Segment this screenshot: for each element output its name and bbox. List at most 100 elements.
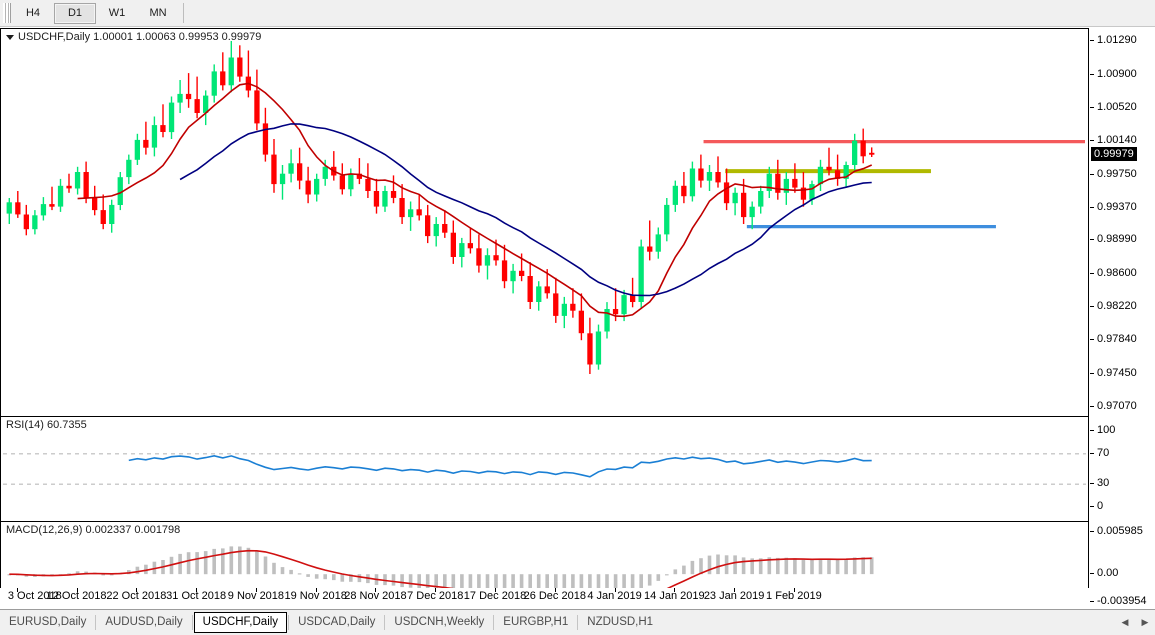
candle-body [638,246,644,302]
macd-histogram-bar [699,558,703,575]
time-scale-label: 19 Nov 2018 [284,590,347,602]
candle-body [758,191,764,207]
macd-scale-tick [1090,601,1094,602]
time-scale-tick [196,588,198,592]
chart-tab-eurusd-daily[interactable]: EURUSD,Daily [9,616,87,628]
macd-histogram-bar [178,553,182,575]
macd-histogram-bar [519,574,524,598]
candle-body [630,295,636,302]
macd-histogram-bar [417,574,421,589]
candle-body [706,172,713,181]
macd-histogram-bar [221,548,225,575]
chart-tab-bar: EURUSD,Daily AUDUSD,Daily USDCHF,Daily USDC… [0,609,1155,635]
time-scale-label: 12 Oct 2018 [46,590,107,602]
candle-body [741,192,747,218]
chart-tab-eurgbp-h1[interactable]: EURGBP,H1 [503,616,569,628]
rsi-indicator-pane[interactable]: RSI(14) 60.7355 [1,416,1088,520]
candle-body [501,260,508,282]
time-scale-label: 3 Oct 2018 [7,590,62,602]
candle-body [826,166,832,171]
toolbar-drag-handle[interactable] [3,3,11,23]
candle-body [493,255,499,261]
chart-frame[interactable]: USDCHF,Daily 1.00001 1.00063 0.99953 0.9… [0,28,1089,608]
macd-scale-label: 0.005985 [1097,525,1143,537]
timeframe-button-h4[interactable]: H4 [25,6,41,19]
candle-body [519,270,525,276]
macd-histogram-bar [758,558,763,575]
candle-body [860,140,866,157]
chart-tab-audusd-daily[interactable]: AUDUSD,Daily [105,616,183,628]
candle-body [425,215,431,237]
candle-body [681,185,687,197]
candle-body [749,206,755,218]
chart-tab-nzdusd-h1[interactable]: NZDUSD,H1 [587,616,654,628]
macd-histogram-bar [186,552,191,575]
macd-indicator-pane[interactable]: MACD(12,26,9) 0.002337 0.001798 [1,521,1088,608]
chart-tab-usdcad-daily[interactable]: USDCAD,Daily [298,616,376,628]
candle-body [365,178,371,191]
candle-body [595,331,602,365]
candle-body [211,71,217,96]
time-scale-tick [375,588,377,592]
tab-scroll-right-icon[interactable]: ▶ [1141,617,1149,627]
candle-body [83,172,89,198]
candle-body [262,123,269,155]
timeframe-button-d1[interactable]: D1 [54,2,96,24]
price-scale-label: 0.99370 [1097,200,1137,213]
price-scale-tick [1090,339,1094,341]
macd-histogram-bar [460,574,464,594]
price-scale-label: 0.97840 [1097,333,1137,346]
candle-body [117,177,123,205]
candle-body [356,173,362,179]
price-scale-label: 0.98600 [1097,267,1137,280]
current-price-badge: 0.99979 [1091,146,1137,161]
price-scale-tick [1090,73,1094,75]
price-scale-axis[interactable]: 1.01290 1.00900 1.00520 1.00140 0.99750 0.993… [1090,28,1155,608]
macd-histogram-bar [477,574,481,596]
timeframe-button-mn[interactable]: MN [149,6,167,19]
price-candlestick-svg [6,41,1085,374]
candle-body [23,214,29,230]
macd-histogram-bar [545,574,549,599]
macd-histogram-bar [810,560,814,575]
candle-body [647,246,653,252]
chart-tab-usdchf-daily[interactable]: USDCHF,Daily [193,612,288,633]
candle-body [382,191,388,207]
candle-body [621,295,627,315]
macd-histogram-bar [340,574,345,582]
macd-histogram [7,546,874,605]
macd-histogram-bar [536,574,541,599]
macd-histogram-bar [289,569,293,575]
candle-body [655,234,661,252]
rsi-scale-label: 70 [1097,446,1110,459]
macd-histogram-bar [229,546,234,575]
time-scale-label: 23 Jan 2019 [703,590,765,602]
candle-body [544,286,550,294]
macd-histogram-bar [571,574,575,601]
candle-body [348,173,354,190]
price-chart-pane[interactable]: USDCHF,Daily 1.00001 1.00063 0.99953 0.9… [1,29,1088,414]
candle-body [100,210,106,224]
timeframe-button-w1[interactable]: W1 [108,6,126,19]
macd-histogram-bar [306,574,310,577]
price-scale-label: 0.99750 [1097,167,1137,180]
candle-body [698,168,704,181]
candle-body [604,309,610,332]
macd-histogram-bar [502,574,507,597]
macd-histogram-bar [784,557,789,575]
chart-tab-usdcnh-weekly[interactable]: USDCNH,Weekly [394,616,485,628]
time-scale-axis[interactable]: 3 Oct 2018 12 Oct 2018 22 Oct 2018 31 Oct 2… [0,588,1089,608]
macd-histogram-bar [425,574,430,591]
candle-body [109,204,115,224]
candle-body [476,248,482,266]
macd-histogram-bar [101,574,105,576]
tab-scroll-left-icon[interactable]: ◀ [1121,617,1129,627]
chevron-down-icon[interactable] [6,35,14,40]
price-scale-tick [1090,173,1094,175]
price-scale-label: 0.98990 [1097,233,1137,246]
time-scale-label: 14 Jan 2019 [644,590,705,602]
macd-histogram-bar [733,555,737,575]
macd-histogram-bar [383,574,387,586]
candle-body [869,152,875,155]
candle-body [390,191,397,198]
